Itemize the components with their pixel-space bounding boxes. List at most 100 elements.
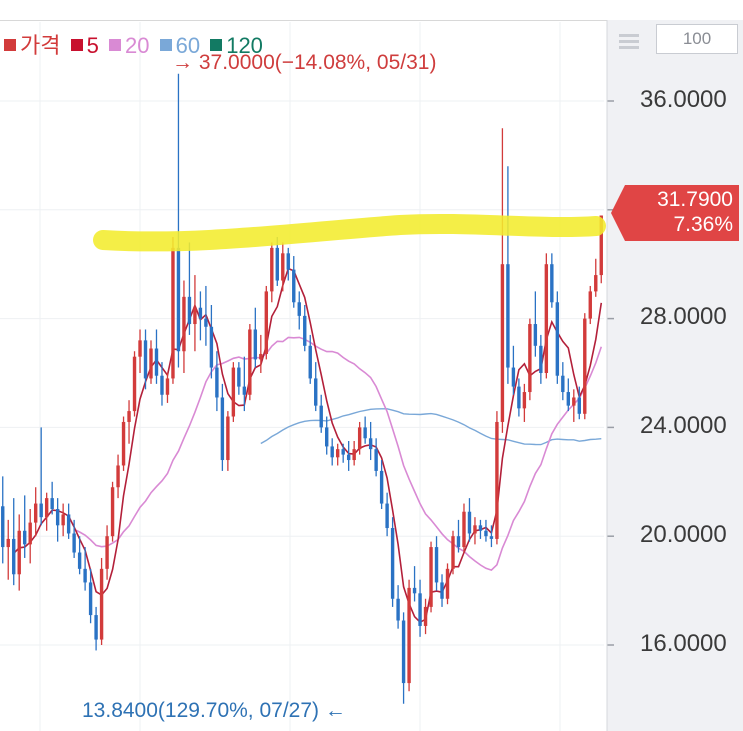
candle-body — [550, 264, 554, 303]
legend-item-price[interactable]: 가격 — [4, 33, 60, 58]
candle-body — [462, 511, 466, 548]
candle-body — [599, 215, 603, 276]
candle-body — [66, 514, 71, 534]
candle-body — [253, 329, 258, 360]
candle-body — [154, 348, 159, 376]
candle-body — [259, 353, 263, 360]
legend-label: 60 — [175, 33, 201, 58]
legend-swatch — [210, 39, 223, 51]
candle-body — [583, 318, 587, 414]
candle-body — [88, 582, 93, 616]
candle-body — [33, 503, 38, 523]
max-price-annotation: → 37.0000(−14.08%, 05/31) — [172, 51, 437, 74]
candle-body — [6, 538, 10, 548]
candle-body — [341, 449, 345, 455]
candle-body — [171, 247, 175, 379]
legend-item-ma120[interactable]: 120 — [210, 33, 263, 58]
candle-body — [357, 427, 362, 450]
candle-body — [237, 367, 241, 387]
candle-body — [506, 264, 510, 368]
candle-body — [110, 487, 115, 537]
legend-label: 20 — [124, 33, 150, 58]
candle-body — [368, 438, 373, 450]
candle-body — [418, 593, 422, 626]
legend-label: 120 — [226, 33, 263, 58]
legend-item-ma5[interactable]: 5 — [70, 33, 99, 58]
candle-body — [423, 606, 428, 626]
candle-body — [105, 536, 109, 569]
candle-body — [121, 421, 126, 466]
candle-body — [374, 449, 378, 471]
ma20-line — [73, 336, 603, 572]
current-price-badge: 31.7900 7.36% — [611, 185, 739, 241]
candle-body — [500, 264, 505, 422]
min-price-annotation: 13.8400(129.70%, 07/27) ← — [82, 699, 346, 722]
candle-body — [220, 397, 225, 461]
candle-body — [517, 386, 521, 409]
candle-body — [50, 498, 54, 509]
candle-body — [484, 530, 488, 537]
candle-body — [335, 449, 340, 458]
candle-body — [215, 367, 219, 398]
legend-item-ma60[interactable]: 60 — [159, 33, 201, 58]
candle-body — [352, 449, 356, 461]
candle-body — [198, 307, 203, 319]
candle-body — [275, 247, 279, 281]
candle-body — [176, 247, 181, 352]
candle-body — [127, 411, 131, 422]
candle-body — [308, 345, 312, 379]
candle-body — [346, 454, 351, 461]
candle-body — [149, 348, 153, 379]
candle-body — [204, 318, 208, 327]
candle-body — [292, 269, 296, 303]
y-tick-label: 28.0000 — [640, 303, 727, 330]
candle-body — [39, 503, 43, 518]
candle-body — [17, 530, 21, 575]
candle-body — [44, 498, 49, 518]
current-price: 31.7900 — [657, 188, 733, 211]
zoom-level-box[interactable]: 100 — [656, 24, 738, 54]
candle-body — [440, 582, 444, 599]
candle-body — [522, 392, 527, 409]
ma5-line — [13, 267, 603, 624]
candle-body — [77, 552, 82, 569]
candle-body — [193, 307, 197, 325]
legend-swatch — [70, 39, 83, 51]
candle-body — [363, 427, 367, 439]
candle-body — [12, 538, 16, 575]
candle-body — [72, 533, 76, 553]
ma60-line — [260, 408, 602, 446]
legend: 가격 5 20 60 120 — [4, 28, 267, 60]
candle-body — [478, 525, 483, 531]
candle-body — [242, 386, 247, 395]
candle-body — [160, 375, 164, 395]
legend-swatch — [4, 39, 16, 51]
legend-label: 가격 — [20, 33, 61, 58]
candle-body — [544, 264, 549, 373]
candle-body — [61, 514, 65, 526]
candle-body — [319, 405, 323, 428]
current-change: 7.36% — [673, 213, 733, 236]
legend-item-ma20[interactable]: 20 — [108, 33, 150, 58]
candle-body — [528, 324, 532, 393]
candle-body — [1, 506, 5, 548]
top-bar — [0, 0, 743, 21]
candle-body — [385, 503, 389, 529]
candle-body — [594, 275, 598, 292]
candle-body — [555, 302, 560, 376]
y-axis-panel — [607, 20, 743, 731]
legend-swatch — [108, 39, 121, 51]
candle-body — [28, 522, 32, 545]
hamburger-menu-icon[interactable] — [617, 30, 641, 54]
candle-body — [248, 329, 252, 395]
candle-body — [325, 427, 329, 447]
candle-body — [23, 530, 27, 545]
legend-label: 5 — [86, 33, 99, 58]
y-tick-label: 16.0000 — [640, 630, 727, 657]
candle-body — [588, 291, 592, 319]
candle-body — [314, 378, 318, 406]
candle-body — [270, 247, 274, 292]
candle-body — [445, 568, 450, 599]
candle-body — [303, 315, 307, 346]
